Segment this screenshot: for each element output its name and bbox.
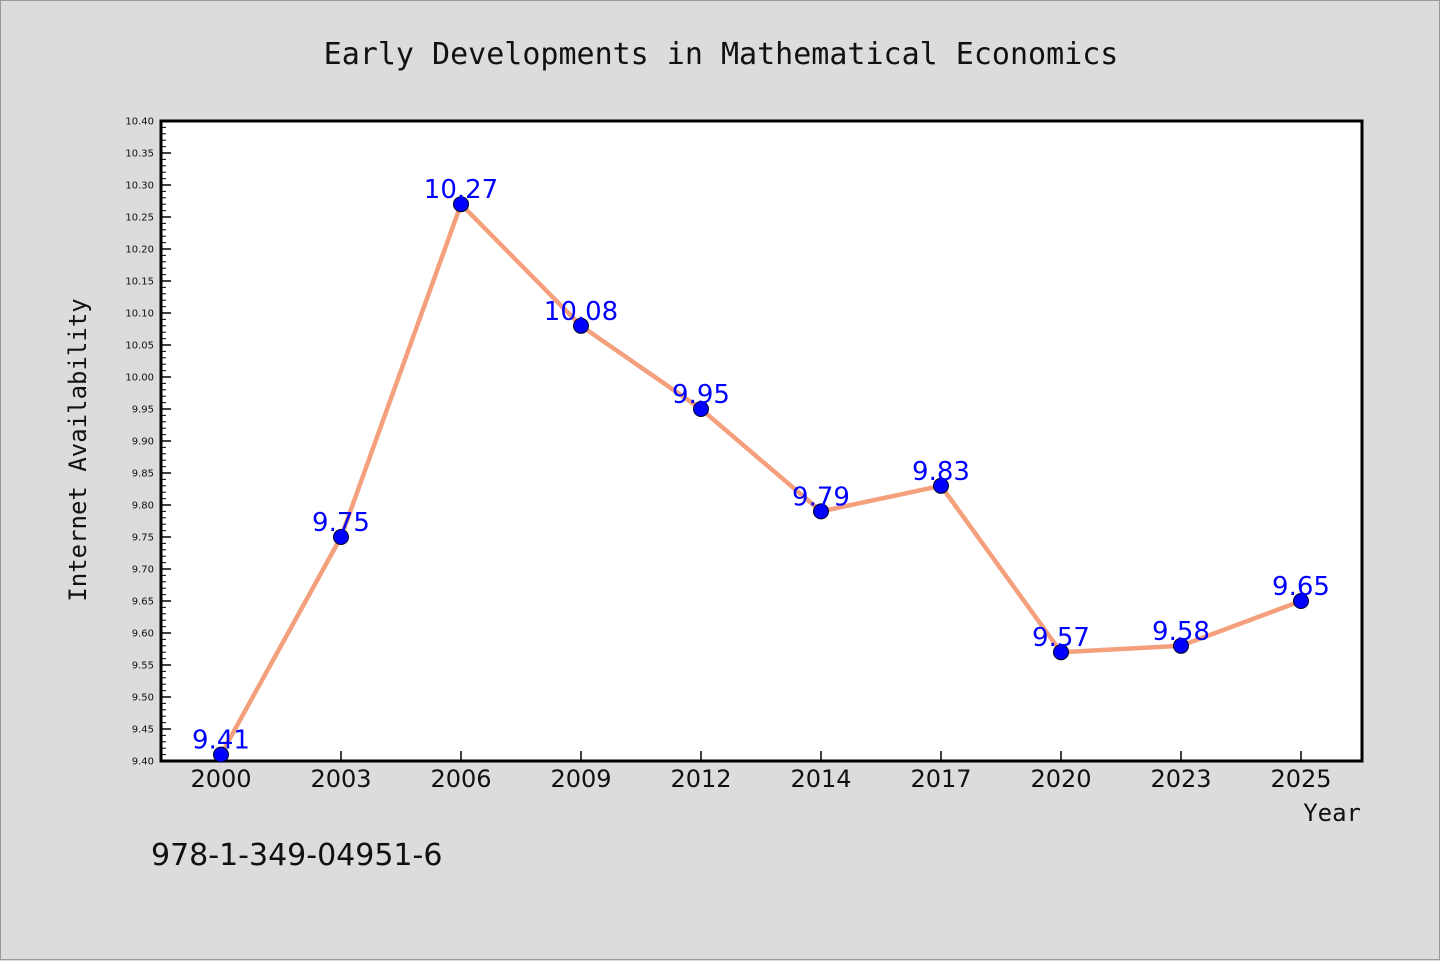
- y-tick-label: 10.35: [125, 149, 154, 160]
- data-label: 9.58: [1152, 617, 1210, 647]
- x-tick-label: 2003: [310, 765, 371, 793]
- data-label: 9.41: [192, 726, 250, 756]
- y-tick-label: 9.60: [132, 629, 154, 640]
- y-tick-label: 9.70: [132, 565, 154, 576]
- x-tick-label: 2023: [1150, 765, 1211, 793]
- y-axis-label: Internet Availability: [64, 298, 92, 601]
- y-tick-label: 10.40: [125, 117, 154, 128]
- y-tick-label: 9.90: [132, 437, 154, 448]
- x-tick-label: 2025: [1270, 765, 1331, 793]
- data-label: 10.27: [424, 175, 498, 205]
- y-tick-label: 10.25: [125, 213, 154, 224]
- y-axis-ticks: 9.40 9.45 9.50 9.55 9.60 9.65 9.70 9.75 9.80 9.85…: [125, 117, 171, 768]
- y-tick-label: 9.50: [132, 693, 154, 704]
- y-tick-label: 9.45: [132, 725, 154, 736]
- x-tick-label: 2000: [190, 765, 251, 793]
- x-tick-label: 2020: [1030, 765, 1091, 793]
- data-label: 9.95: [672, 380, 730, 410]
- data-label: 9.83: [912, 457, 970, 487]
- y-tick-label: 10.00: [125, 373, 154, 384]
- y-tick-label: 10.10: [125, 309, 154, 320]
- y-tick-label: 10.30: [125, 181, 154, 192]
- data-label-layer: 9.41 9.75 10.27 10.08 9.95 9.79 9.83 9.57 9.58 9.…: [192, 175, 1330, 755]
- series-line: [218, 201, 1304, 757]
- data-point: [573, 317, 589, 334]
- data-label: 9.65: [1272, 572, 1330, 602]
- data-point: [453, 196, 469, 213]
- chart-title: Early Developments in Mathematical Econo…: [324, 37, 1119, 72]
- series-layer: [218, 201, 1304, 757]
- data-label: 10.08: [544, 297, 618, 327]
- marker-layer: [213, 196, 1309, 763]
- isbn-text: 978-1-349-04951-6: [151, 838, 442, 873]
- data-point: [1293, 593, 1309, 609]
- data-point: [693, 401, 709, 417]
- x-axis-label: Year: [1303, 799, 1361, 827]
- data-point: [213, 746, 229, 763]
- y-tick-label: 9.95: [132, 405, 154, 416]
- y-tick-label: 9.65: [132, 597, 154, 608]
- data-point: [333, 529, 349, 545]
- y-tick-label: 10.05: [125, 341, 154, 352]
- data-point: [933, 477, 949, 494]
- y-tick-label: 10.15: [125, 277, 154, 288]
- y-tick-label: 9.80: [132, 501, 154, 512]
- y-tick-label: 9.40: [132, 757, 154, 768]
- x-tick-label: 2017: [910, 765, 971, 793]
- data-point: [1173, 637, 1189, 654]
- data-label: 9.57: [1032, 623, 1090, 653]
- data-label: 9.79: [792, 482, 850, 512]
- y-tick-label: 9.85: [132, 469, 154, 480]
- x-tick-label: 2009: [550, 765, 611, 793]
- x-tick-label: 2012: [670, 765, 731, 793]
- data-point: [1053, 644, 1069, 661]
- y-tick-label: 10.20: [125, 245, 154, 256]
- x-tick-label: 2006: [430, 765, 491, 793]
- plot-area: [159, 119, 1364, 763]
- x-tick-label: 2014: [790, 765, 851, 793]
- data-label: 9.75: [312, 508, 370, 538]
- data-point: [813, 503, 829, 520]
- y-tick-label: 9.55: [132, 661, 154, 672]
- y-tick-label: 9.75: [132, 533, 154, 544]
- x-axis-ticks: 2000 2003 2006 2009 2012 2014 2017 2020 2023 2025: [190, 751, 1332, 793]
